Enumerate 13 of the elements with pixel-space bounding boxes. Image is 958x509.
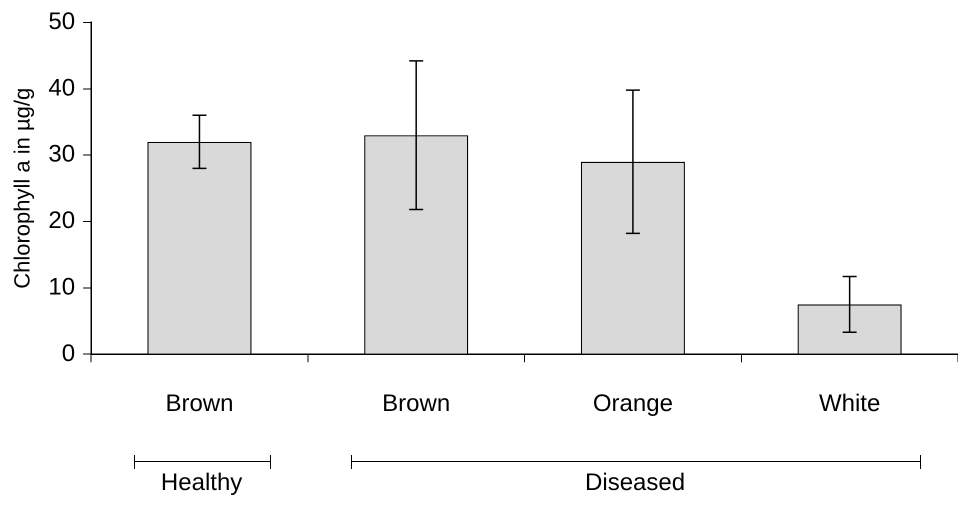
y-tick-label: 50 bbox=[48, 8, 76, 36]
y-tick-label: 20 bbox=[48, 207, 76, 234]
text: Healthy bbox=[160, 469, 244, 497]
y-tick-label: 0 bbox=[62, 340, 76, 367]
y-tick-label: 10 bbox=[48, 273, 76, 300]
x-tick-label: Brown bbox=[165, 390, 234, 418]
x-tick-label: White bbox=[818, 390, 880, 418]
x-tick-label: Brown bbox=[382, 390, 450, 418]
y-tick-label: 40 bbox=[48, 74, 76, 102]
x-tick-label: Orange bbox=[592, 390, 673, 418]
text: Diseased bbox=[584, 469, 686, 497]
y-tick-label: 30 bbox=[48, 140, 76, 168]
y-axis-title: Chlorophyll a in µg/g bbox=[9, 88, 34, 289]
